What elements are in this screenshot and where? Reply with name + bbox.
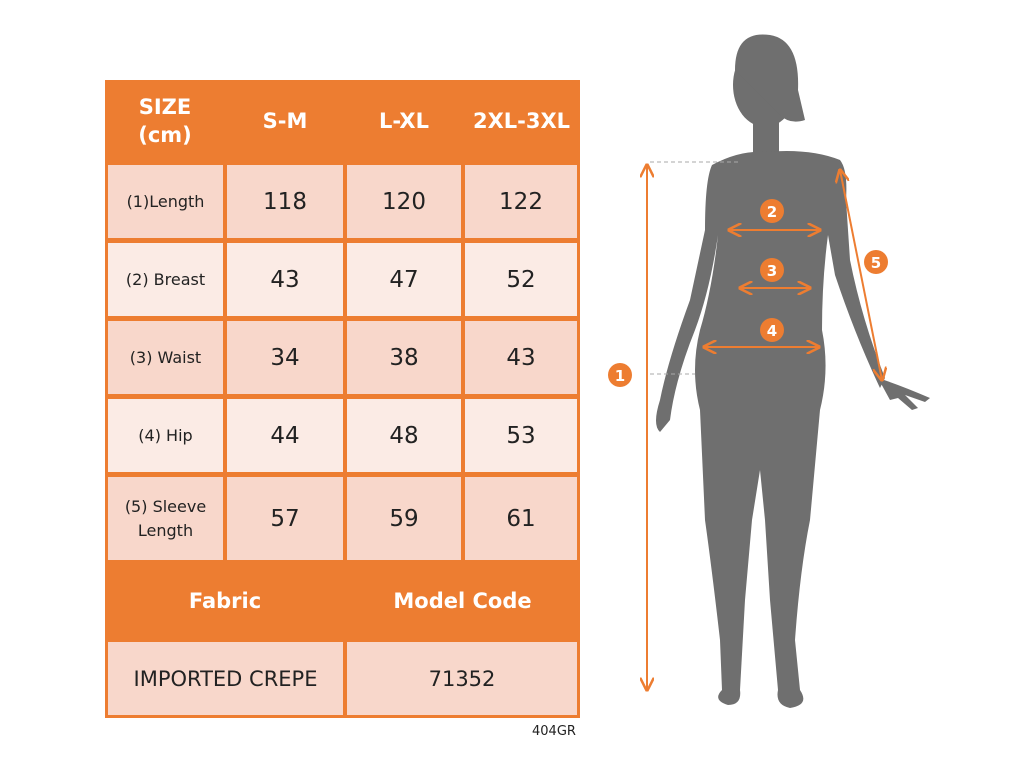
cell-sleeve-l-xl: 59 — [347, 477, 461, 560]
marker-4: 4 — [760, 318, 784, 342]
header-size-line1: SIZE — [138, 95, 192, 119]
cell-hip-s-m: 44 — [227, 399, 343, 472]
marker-2: 2 — [760, 199, 784, 223]
model-code-value: 71352 — [347, 642, 577, 715]
header-2xl-3xl: 2XL-3XL — [472, 109, 571, 133]
cell-breast-s-m: 43 — [227, 243, 343, 316]
cell-hip-2xl-3xl: 53 — [465, 399, 577, 472]
cell-waist-l-xl: 38 — [347, 321, 461, 394]
marker-badges: 1 2 3 4 5 — [608, 199, 888, 387]
measurement-lines — [647, 165, 882, 690]
svg-text:1: 1 — [615, 367, 625, 385]
header-size: SIZE (cm) — [105, 80, 225, 162]
row-label-sleeve-line2: Length — [137, 520, 194, 540]
cell-sleeve-2xl-3xl: 61 — [465, 477, 577, 560]
cell-length-l-xl: 120 — [347, 165, 461, 238]
cell-breast-2xl-3xl: 52 — [465, 243, 577, 316]
svg-text:2: 2 — [767, 203, 777, 221]
size-chart-table: SIZE (cm) S-M L-XL 2XL-3XL (1)Length 118… — [105, 80, 580, 718]
cell-hip-l-xl: 48 — [347, 399, 461, 472]
cell-length-2xl-3xl: 122 — [465, 165, 577, 238]
marker-1: 1 — [608, 363, 632, 387]
row-label-hip: (4) Hip — [108, 399, 223, 472]
cell-waist-s-m: 34 — [227, 321, 343, 394]
row-label-sleeve-line1: (5) Sleeve — [124, 496, 207, 516]
row-label-breast: (2) Breast — [108, 243, 223, 316]
row-label-sleeve-length: (5) Sleeve Length — [108, 477, 223, 560]
header-s-m: S-M — [262, 109, 308, 133]
svg-text:3: 3 — [767, 262, 777, 280]
fabric-value: IMPORTED CREPE — [108, 642, 343, 715]
marker-3: 3 — [760, 258, 784, 282]
header-l-xl: L-XL — [379, 109, 429, 133]
cell-breast-l-xl: 47 — [347, 243, 461, 316]
row-label-waist: (3) Waist — [108, 321, 223, 394]
cell-sleeve-s-m: 57 — [227, 477, 343, 560]
product-code: 404GR — [532, 724, 576, 739]
cell-waist-2xl-3xl: 43 — [465, 321, 577, 394]
fabric-header: Fabric — [188, 589, 262, 613]
guide-lines — [650, 161, 740, 375]
svg-text:5: 5 — [871, 254, 881, 272]
header-size-line2: (cm) — [138, 123, 192, 147]
sleeve-arrow — [840, 170, 882, 380]
cell-length-s-m: 118 — [227, 165, 343, 238]
model-code-header: Model Code — [393, 589, 532, 613]
row-label-length: (1)Length — [108, 165, 223, 238]
svg-text:4: 4 — [767, 322, 777, 340]
marker-5: 5 — [864, 250, 888, 274]
woman-silhouette — [656, 34, 930, 708]
